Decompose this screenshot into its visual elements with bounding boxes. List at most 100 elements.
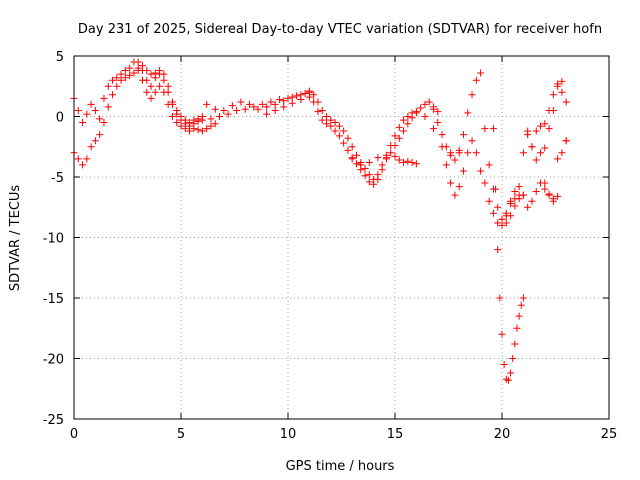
data-point [391,152,399,160]
data-point [502,219,510,227]
data-point [121,67,129,75]
data-point [104,103,112,111]
data-point [515,191,523,199]
data-point [164,100,172,108]
data-point [79,161,87,169]
data-point [113,74,121,82]
data-point [297,96,305,104]
y-tick-label: -15 [43,292,64,307]
data-point [331,127,339,135]
data-point [387,142,395,150]
data-point [513,324,521,332]
data-point [485,161,493,169]
data-point [275,96,283,104]
y-tick-label: 5 [56,50,64,65]
data-point [451,191,459,199]
data-point [207,115,215,123]
data-point [558,77,566,85]
data-point [160,76,168,84]
data-point [310,98,318,106]
data-point [288,93,296,101]
data-point [263,103,271,111]
data-point [434,119,442,127]
data-point [498,215,506,223]
data-point [305,93,313,101]
data-point [459,131,467,139]
data-point [160,88,168,96]
data-point [87,100,95,108]
data-point [100,94,108,102]
data-point [417,104,425,112]
data-point [335,132,343,140]
data-point [156,82,164,90]
data-point [138,76,146,84]
data-point [216,113,224,120]
data-point [207,122,215,130]
data-point [468,91,476,99]
data-point [507,369,515,377]
data-point [472,76,480,84]
data-point [194,117,202,125]
x-tick-label: 5 [177,427,185,442]
data-point [365,158,373,166]
data-point [241,105,249,113]
data-point [87,143,95,151]
data-point [314,108,322,116]
data-point [545,125,553,133]
data-point [245,100,253,108]
series-trace-g [430,69,527,227]
data-point [323,113,331,120]
data-point [532,156,540,164]
data-point [284,94,292,102]
data-point [340,127,348,135]
y-tick-label: -5 [51,171,64,186]
data-point [83,110,91,118]
data-point [549,106,557,114]
data-point [151,69,159,77]
data-point [220,106,228,114]
x-axis-label: GPS time / hours [286,459,395,474]
data-point [395,156,403,164]
data-point [502,209,510,217]
data-point [288,99,296,107]
data-point [558,88,566,96]
data-point [425,98,433,106]
series-trace-i [489,125,527,384]
data-point [517,301,525,309]
data-point [168,98,176,106]
data-point [224,110,232,118]
data-point [126,71,134,79]
data-point [545,190,553,198]
data-point [528,143,536,151]
data-point [121,74,129,82]
data-point [477,167,485,175]
data-point [494,246,502,254]
data-point [293,92,301,100]
data-point [352,151,360,159]
data-point [515,183,523,191]
data-point [237,98,245,106]
data-point [365,178,373,186]
data-point [134,67,142,75]
data-point [515,312,523,320]
data-point [532,127,540,135]
data-point [430,105,438,113]
data-point [455,146,463,154]
data-point [549,197,557,205]
data-point [361,165,369,173]
data-point [147,70,155,78]
data-point [481,179,489,187]
data-point [554,192,562,200]
data-point [79,119,87,127]
data-point [438,131,446,139]
data-point [164,82,172,90]
data-point [117,76,125,84]
data-point [344,146,352,154]
data-point [541,144,549,152]
data-point [498,330,506,338]
data-point [143,88,151,96]
data-point [562,98,570,106]
data-point [442,143,450,151]
data-point [374,154,382,162]
data-point [511,202,519,210]
